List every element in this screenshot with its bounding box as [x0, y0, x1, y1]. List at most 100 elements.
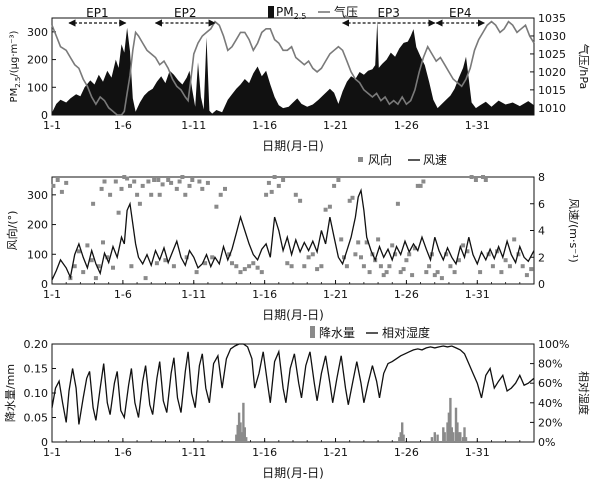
wind-direction-point: [169, 180, 174, 185]
x-tick-label: 1-26: [394, 446, 419, 459]
legend-wind-dir-label: 风向: [368, 152, 392, 167]
precip-bar: [399, 432, 402, 442]
wind-direction-point: [289, 264, 294, 269]
precip-bar: [433, 432, 436, 442]
x-tick-label: 1-26: [394, 288, 419, 301]
wind-direction-point: [384, 270, 389, 275]
wind-direction-point: [247, 264, 252, 269]
legend-wind-dir-swatch: [358, 157, 363, 162]
wind-direction-point: [390, 243, 395, 248]
wind-direction-point: [524, 273, 529, 278]
wind-direction-point: [163, 258, 168, 263]
wind-direction-point: [350, 195, 355, 200]
x-tick-label: 1-1: [43, 446, 61, 459]
panel-precip-humidity: 1-1 1-6 1-11 1-16 1-21 1-26 1-31 日期(月-日) 0 0.05 0.…: [3, 325, 590, 480]
wind-direction-point: [342, 255, 346, 260]
wind-direction-point: [361, 264, 366, 269]
y-right-tick-label: 20%: [538, 416, 562, 429]
wind-direction-point: [122, 175, 127, 179]
wind-direction-point: [146, 179, 151, 184]
wind-direction-point: [174, 186, 179, 191]
y-left-tick-label: 0: [41, 436, 48, 449]
x-tick-label: 1-11: [181, 446, 206, 459]
pm25-area: [52, 20, 534, 115]
x-tick-label: 1-16: [252, 119, 277, 132]
wind-direction-point: [91, 201, 96, 206]
y-right-tick-label: 1035: [538, 12, 566, 25]
wind-direction-point: [473, 178, 478, 182]
y-left-tick-label: 0.05: [24, 412, 49, 425]
wind-speed-line: [51, 187, 535, 281]
wind-direction-point: [125, 176, 130, 181]
y-right-tick-label: 1025: [538, 48, 566, 61]
episode-label: EP3: [377, 6, 399, 20]
wind-direction-point: [128, 183, 132, 188]
legend-precip-swatch: [310, 326, 315, 338]
x-tick-label: 1-21: [323, 119, 348, 132]
wind-direction-point: [116, 210, 121, 215]
precip-bar: [401, 422, 404, 442]
wind-direction-point: [64, 180, 69, 185]
panel-pm25-pressure: 1-1 1-6 1-11 1-16 1-21 1-26 1-31 日期(月-日) 0 100 200…: [9, 4, 590, 153]
wind-direction-point: [111, 265, 115, 270]
wind-direction-point: [323, 207, 328, 212]
wind-direction-point: [132, 179, 137, 184]
wind-direction-point: [456, 258, 461, 263]
precip-bar: [464, 437, 468, 442]
precip-bar: [456, 422, 459, 442]
wind-direction-point: [520, 264, 525, 269]
wind-direction-point: [152, 178, 157, 182]
wind-direction-point: [230, 261, 234, 266]
x-tick-label: 1-31: [465, 446, 490, 459]
wind-direction-point: [415, 183, 420, 188]
wind-direction-point: [421, 179, 426, 184]
wind-direction-point: [210, 255, 215, 260]
x-tick-label: 1-21: [323, 446, 348, 459]
wind-direction-point: [393, 252, 398, 257]
wind-direction-point: [149, 192, 154, 197]
wind-direction-point: [251, 261, 256, 266]
y-right-tick-label: 100%: [538, 338, 569, 351]
y-right-axis-label: 风速/(m·s⁻¹): [567, 198, 580, 262]
wind-direction-point: [223, 186, 227, 191]
legend-pm25-label: PM2.5: [276, 5, 306, 21]
x-tick-label: 1-16: [252, 288, 277, 301]
legend-humidity-label: 相对湿度: [382, 325, 430, 340]
x-tick-label: 1-21: [323, 288, 348, 301]
y-left-tick-label: 200: [27, 219, 48, 232]
y-left-axis-label: 风向/(°): [5, 211, 19, 251]
x-tick-label: 1-26: [394, 119, 419, 132]
wind-direction-point: [266, 180, 271, 185]
wind-direction-point: [410, 273, 415, 278]
wind-direction-point: [424, 270, 429, 275]
legend-precip-label: 降水量: [319, 326, 355, 340]
x-tick-label: 1-6: [114, 119, 132, 132]
wind-direction-point: [503, 258, 508, 263]
wind-direction-point: [404, 258, 409, 263]
precip-bar: [459, 432, 462, 442]
precip-bar: [450, 427, 453, 442]
precip-bar: [237, 412, 241, 442]
wind-direction-point: [259, 270, 264, 275]
wind-direction-point: [481, 175, 485, 179]
ylabel-unit: /(μg·m⁻³): [9, 30, 20, 76]
precip-bar: [463, 427, 466, 442]
wind-direction-point: [76, 249, 81, 254]
wind-direction-point: [332, 183, 337, 188]
precip-bar: [436, 434, 439, 442]
y-left-axis-label: PM2.5/(μg·m⁻³): [9, 30, 22, 102]
wind-direction-point: [190, 178, 195, 182]
wind-direction-point: [197, 179, 202, 184]
wind-direction-point: [478, 270, 483, 275]
wind-direction-point: [387, 264, 392, 269]
precip-bar: [454, 407, 458, 442]
wind-direction-point: [276, 183, 281, 188]
wind-direction-point: [218, 192, 223, 197]
ylabel-sub: 2.5: [14, 77, 22, 88]
wind-direction-point: [102, 179, 107, 184]
y-right-tick-label: 1015: [538, 84, 566, 97]
x-axis-label: 日期(月-日): [262, 308, 324, 322]
wind-direction-point: [214, 204, 219, 209]
y-right-tick-label: 1030: [538, 30, 566, 43]
precip-bar: [243, 427, 246, 442]
